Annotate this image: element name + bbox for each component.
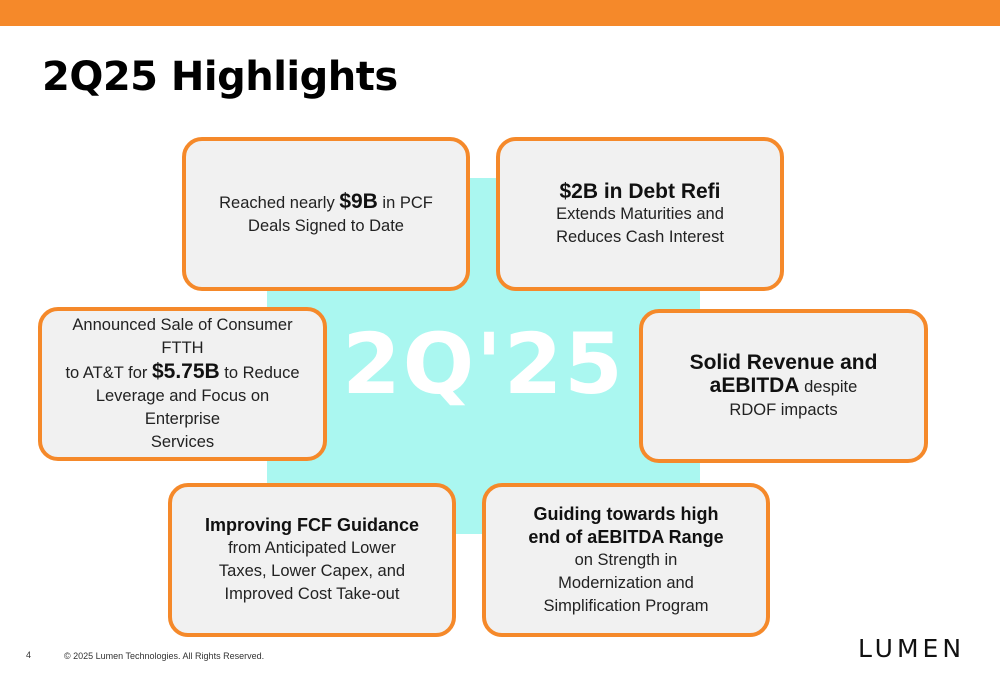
card-text: Guiding towards high end of aEBITDA Rang… bbox=[528, 503, 723, 618]
card-text-span: to AT&T for bbox=[65, 364, 152, 382]
card-line: Leverage and Focus on Enterprise bbox=[95, 387, 270, 428]
card-text: Reached nearly $9B in PCF Deals Signed t… bbox=[219, 190, 433, 238]
card-line: Announced Sale of Consumer FTTH bbox=[72, 316, 293, 357]
card-text: Solid Revenue and aEBITDA despite RDOF i… bbox=[690, 351, 878, 422]
card-text-span: in PCF bbox=[377, 194, 433, 212]
card-line: from Anticipated Lower bbox=[228, 539, 396, 557]
card-bold-heading: $2B in Debt Refi bbox=[559, 179, 721, 203]
highlight-card-pcf-deals: Reached nearly $9B in PCF Deals Signed t… bbox=[182, 137, 470, 291]
card-line: Deals Signed to Date bbox=[248, 217, 404, 235]
card-line: aEBITDA despite bbox=[690, 374, 878, 399]
lumen-logo: LUMEN bbox=[858, 634, 966, 663]
center-quarter-label: 2Q'25 bbox=[342, 315, 625, 413]
card-line: Simplification Program bbox=[543, 596, 709, 615]
card-line: Reached nearly $9B in PCF bbox=[219, 190, 433, 215]
slide-title: 2Q25 Highlights bbox=[42, 54, 398, 100]
card-bold-heading: Improving FCF Guidance bbox=[204, 515, 419, 535]
card-text: Announced Sale of Consumer FTTH to AT&T … bbox=[56, 314, 309, 454]
card-line: Services bbox=[150, 433, 215, 451]
highlight-card-debt-refi: $2B in Debt Refi Extends Maturities and … bbox=[496, 137, 784, 291]
card-text: Improving FCF Guidance from Anticipated … bbox=[205, 514, 419, 606]
card-text-span: to Reduce bbox=[219, 364, 300, 382]
highlight-card-fcf-guidance: Improving FCF Guidance from Anticipated … bbox=[168, 483, 456, 637]
card-bold-value: $5.75B bbox=[151, 360, 220, 383]
card-bold-value: aEBITDA bbox=[709, 373, 800, 397]
card-line: Taxes, Lower Capex, and bbox=[218, 562, 406, 580]
card-text: $2B in Debt Refi Extends Maturities and … bbox=[556, 180, 724, 249]
highlight-card-ftth-sale: Announced Sale of Consumer FTTH to AT&T … bbox=[38, 307, 327, 461]
card-text-span: Reached nearly bbox=[219, 194, 340, 212]
card-line: to AT&T for $5.75B to Reduce bbox=[56, 360, 309, 385]
card-line: Reduces Cash Interest bbox=[556, 227, 724, 246]
highlight-card-aebitda-range: Guiding towards high end of aEBITDA Rang… bbox=[482, 483, 770, 637]
card-line: Extends Maturities and bbox=[556, 204, 724, 223]
card-line: RDOF impacts bbox=[729, 400, 838, 419]
card-line: on Strength in bbox=[574, 550, 678, 569]
top-accent-bar bbox=[0, 0, 1000, 26]
card-bold-heading: Guiding towards high bbox=[533, 503, 719, 524]
card-bold-heading: end of aEBITDA Range bbox=[528, 526, 724, 547]
card-line: Modernization and bbox=[558, 573, 694, 592]
card-bold-value: $9B bbox=[339, 190, 378, 213]
page-number: 4 bbox=[26, 650, 32, 660]
card-line: Improved Cost Take-out bbox=[224, 585, 400, 603]
highlight-card-revenue-aebitda: Solid Revenue and aEBITDA despite RDOF i… bbox=[639, 309, 928, 463]
card-bold-heading: Solid Revenue and bbox=[689, 350, 878, 374]
card-text-span: despite bbox=[799, 377, 858, 396]
copyright-notice: © 2025 Lumen Technologies. All Rights Re… bbox=[64, 651, 265, 661]
